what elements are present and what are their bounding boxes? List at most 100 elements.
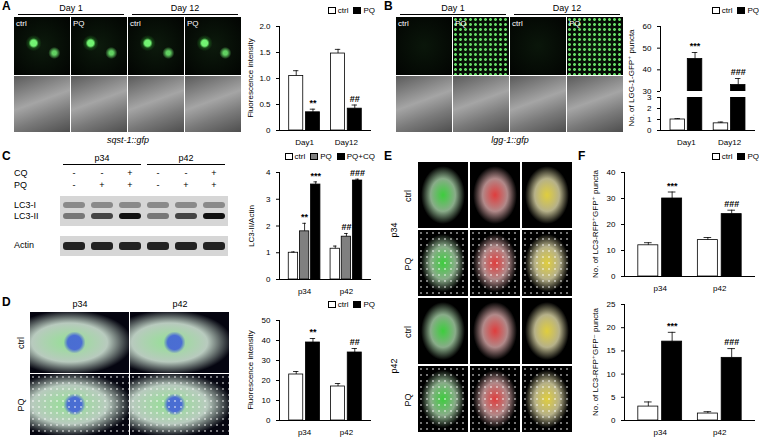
html-text:PQ: PQ	[363, 5, 375, 15]
svg-text:**: **	[301, 212, 309, 222]
svg-text:40: 40	[262, 336, 271, 345]
svg-text:0.5: 0.5	[259, 100, 271, 109]
html-text:PQ: PQ	[747, 5, 759, 15]
svg-text:40: 40	[607, 168, 616, 177]
svg-text:0: 0	[266, 416, 271, 425]
svg-text:5: 5	[611, 393, 616, 402]
html-text:ctrl: ctrl	[403, 326, 413, 338]
html-text:CQ: CQ	[14, 168, 28, 178]
svg-text:p42: p42	[340, 287, 354, 296]
svg-text:Day12: Day12	[718, 138, 742, 147]
html-text:p42: p42	[178, 153, 194, 163]
html-text:ctrl: ctrl	[337, 299, 349, 309]
svg-text:2: 2	[266, 222, 271, 231]
svg-text:Day1: Day1	[295, 138, 314, 147]
svg-text:0: 0	[266, 275, 271, 284]
svg-text:p42: p42	[340, 428, 354, 437]
html-text:lgg-1::gfp: lgg-1::gfp	[491, 135, 529, 145]
svg-text:###: ###	[724, 337, 739, 347]
html-text:ctrl: ctrl	[721, 5, 733, 15]
svg-text:20: 20	[607, 323, 616, 332]
svg-text:0: 0	[647, 126, 652, 135]
html-text:C: C	[2, 149, 11, 163]
html-text:Day 1: Day 1	[441, 3, 465, 13]
svg-text:***: ***	[667, 321, 678, 331]
svg-text:25: 25	[607, 300, 616, 309]
svg-text:p42: p42	[713, 284, 727, 293]
svg-text:0: 0	[266, 126, 271, 135]
svg-text:20: 20	[262, 376, 271, 385]
html-text:PQ: PQ	[16, 398, 26, 412]
html-text:PQ: PQ	[320, 151, 332, 161]
svg-text:**: **	[309, 327, 317, 337]
html-text:PQ+CQ: PQ+CQ	[346, 151, 375, 161]
html-text:ctrl: ctrl	[721, 151, 733, 161]
svg-text:2.0: 2.0	[259, 22, 271, 31]
svg-text:p34: p34	[298, 428, 312, 437]
svg-text:2: 2	[647, 104, 652, 113]
svg-text:1: 1	[647, 115, 652, 124]
svg-text:***: ***	[310, 171, 321, 181]
html-text:sqst-1::gfp: sqst-1::gfp	[107, 135, 149, 145]
svg-text:###: ###	[731, 67, 746, 77]
html-text:p34: p34	[94, 153, 110, 163]
html-text:PQ: PQ	[14, 180, 27, 190]
html-text:p34: p34	[389, 222, 399, 238]
svg-text:3: 3	[647, 93, 652, 102]
svg-text:15: 15	[607, 346, 616, 355]
svg-text:##: ##	[350, 337, 360, 347]
svg-text:p34: p34	[298, 287, 312, 296]
html-text:Day 1: Day 1	[59, 3, 83, 13]
html-text:D: D	[2, 295, 11, 309]
html-text:Day 12: Day 12	[170, 3, 200, 13]
svg-text:3: 3	[266, 195, 271, 204]
html-text:ctrl: ctrl	[16, 337, 26, 349]
svg-text:30: 30	[607, 194, 616, 203]
html-text:A: A	[2, 0, 11, 13]
svg-text:p42: p42	[713, 428, 727, 437]
html-text:ctrl: ctrl	[16, 19, 27, 28]
html-text:PQ: PQ	[747, 151, 759, 161]
svg-text:30: 30	[262, 356, 271, 365]
svg-text:50: 50	[262, 316, 271, 325]
html-text:p34: p34	[72, 299, 88, 309]
html-text:LC3-I: LC3-I	[14, 200, 36, 210]
svg-text:###: ###	[724, 199, 739, 209]
html-text:PQ: PQ	[403, 393, 413, 407]
svg-text:p34: p34	[654, 284, 668, 293]
svg-text:10: 10	[607, 246, 616, 255]
svg-text:1.5: 1.5	[259, 48, 271, 57]
html-text:B: B	[384, 0, 393, 13]
svg-text:0: 0	[611, 272, 616, 281]
svg-text:Day1: Day1	[677, 138, 696, 147]
html-text:ctrl: ctrl	[403, 190, 413, 202]
svg-text:**: **	[309, 98, 317, 108]
svg-text:###: ###	[350, 168, 365, 178]
svg-text:0: 0	[611, 416, 616, 425]
html-text:p42: p42	[389, 358, 399, 374]
html-text:Day 12: Day 12	[552, 3, 582, 13]
svg-text:1: 1	[266, 248, 271, 257]
svg-text:10: 10	[607, 370, 616, 379]
html-text:Actin: Actin	[14, 240, 34, 250]
svg-text:40: 40	[643, 65, 652, 74]
svg-text:10: 10	[262, 396, 271, 405]
svg-text:50: 50	[643, 44, 652, 53]
svg-text:4: 4	[266, 168, 271, 177]
svg-text:p34: p34	[654, 428, 668, 437]
svg-text:1.0: 1.0	[259, 74, 271, 83]
svg-text:Day12: Day12	[335, 138, 359, 147]
html-text:p42: p42	[172, 299, 188, 309]
html-text:PQ: PQ	[363, 299, 375, 309]
svg-text:60: 60	[643, 22, 652, 31]
svg-text:***: ***	[667, 181, 678, 191]
svg-text:***: ***	[690, 41, 701, 51]
svg-text:30: 30	[642, 87, 652, 97]
svg-text:##: ##	[341, 222, 351, 232]
html-text:PQ: PQ	[403, 257, 413, 271]
html-text:ctrl: ctrl	[337, 5, 349, 15]
html-text:ctrl: ctrl	[294, 151, 306, 161]
svg-text:20: 20	[607, 220, 616, 229]
html-text:LC3-II: LC3-II	[14, 211, 39, 221]
svg-text:##: ##	[350, 94, 360, 104]
